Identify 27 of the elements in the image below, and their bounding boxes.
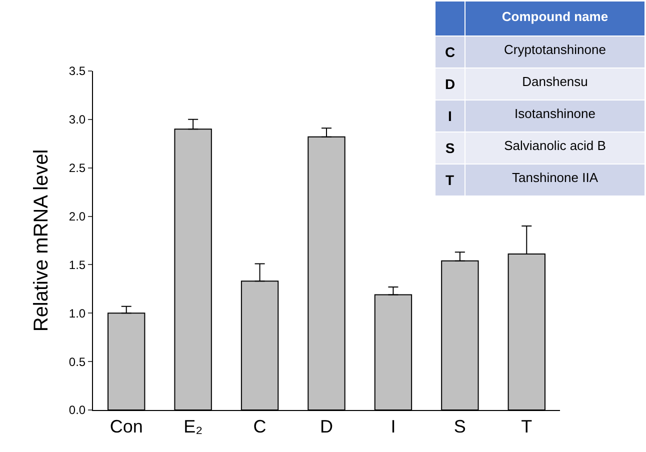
annotation: T	[446, 172, 454, 188]
annotation: Isotanshinone	[514, 106, 596, 121]
annotation: Salvianolic acid B	[504, 138, 606, 153]
y-tick-label: 0.5	[68, 354, 86, 369]
y-tick-label: 0.0	[68, 403, 86, 418]
y-tick-label: 1.0	[68, 306, 86, 320]
text: Compound name	[502, 9, 608, 24]
x-tick-label: E₂	[184, 416, 203, 437]
y-tick-label: 3.5	[68, 64, 86, 78]
x-tick-label: I	[390, 416, 396, 437]
annotation: Danshensu	[522, 74, 588, 89]
y-tick-label: 3.0	[68, 112, 86, 127]
y-tick-label: 2.5	[68, 161, 86, 176]
y-axis-title: Relative mRNA level	[30, 149, 52, 332]
x-tick-label: D	[320, 416, 333, 437]
x-tick-label: Con	[110, 416, 143, 437]
x-tick-label: S	[454, 416, 466, 437]
x-tick-label: C	[253, 416, 266, 437]
annotation: Tanshinone IIA	[512, 170, 598, 185]
y-tick-label: 2.0	[68, 209, 86, 224]
annotation: I	[448, 108, 452, 124]
y-tick-label: 1.5	[68, 258, 86, 272]
annotation: S	[445, 140, 455, 156]
x-tick-label: T	[521, 416, 532, 437]
text: Cryptotanshinone	[504, 42, 606, 57]
text: C	[444, 44, 456, 60]
annotation: D	[444, 76, 456, 92]
